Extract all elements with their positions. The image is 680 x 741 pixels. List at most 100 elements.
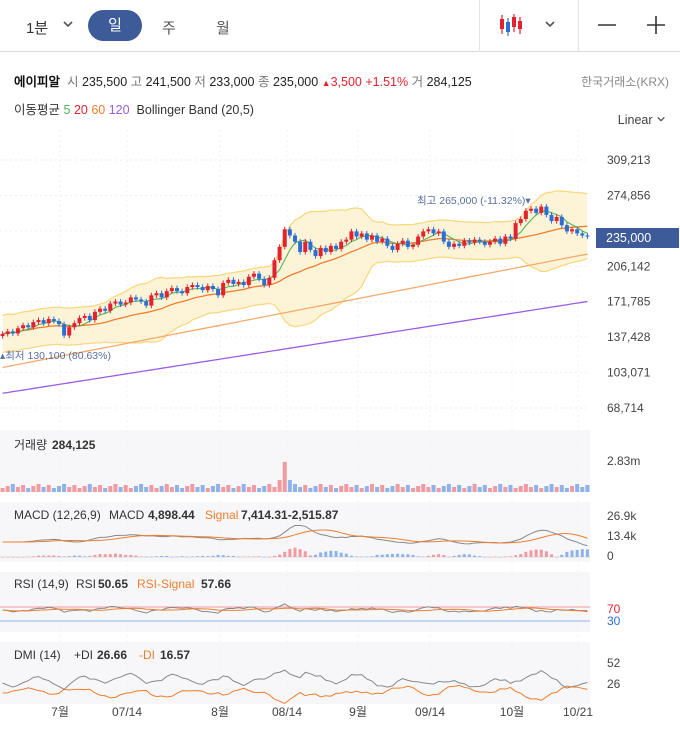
macd-histogram-bar: [324, 551, 328, 557]
candle-body: [564, 225, 569, 232]
macd-histogram-bar: [432, 554, 436, 557]
tab-day[interactable]: 일: [88, 10, 142, 41]
candle-body: [236, 281, 241, 284]
scale-select[interactable]: Linear: [618, 113, 666, 127]
macd-histogram-bar: [544, 551, 548, 557]
current-price-tag: 235,000: [596, 228, 679, 248]
volume-bar: [82, 486, 87, 492]
volume-bar: [51, 488, 56, 492]
candle-body: [221, 282, 226, 296]
x-tick-label: 09/14: [415, 705, 445, 719]
candle-body: [477, 239, 482, 242]
macd-histogram-bar: [78, 555, 82, 557]
macd-histogram-bar: [180, 556, 184, 557]
volume-bar: [36, 484, 41, 492]
dmi-panel-label: DMI (14): [14, 648, 61, 662]
period-select[interactable]: 1분: [26, 20, 49, 37]
indicator-legend[interactable]: 이동평균 5 20 60 120 Bollinger Band (20,5): [14, 99, 254, 118]
chevron-down-icon[interactable]: [62, 18, 74, 30]
volume-bar: [26, 488, 31, 492]
candle-body: [570, 229, 575, 232]
macd-histogram-bar: [139, 556, 143, 558]
volume-bar: [303, 485, 308, 492]
macd-histogram-bar: [160, 555, 164, 557]
candle-body: [390, 245, 395, 250]
macd-histogram-bar: [370, 556, 374, 557]
candle-body: [498, 238, 503, 244]
price-chart[interactable]: 309,213 274,856 206,142 171,785 137,428 103,0…: [0, 130, 680, 741]
macd-histogram-bar: [272, 555, 276, 557]
x-tick-label: 9월: [349, 705, 367, 719]
ma20-label: 20: [73, 103, 88, 117]
candle-body: [251, 273, 256, 277]
volume-bar: [139, 484, 144, 492]
volume-bar: [236, 486, 241, 492]
candle-body: [210, 286, 215, 290]
volume-bar: [62, 484, 67, 492]
macd-histogram-bar: [129, 554, 133, 557]
zoom-out-icon[interactable]: [596, 14, 618, 36]
volume-bar: [190, 484, 195, 492]
candle-body: [380, 238, 385, 242]
volume-bar: [375, 487, 380, 492]
macd-histogram-bar: [231, 556, 235, 557]
macd-histogram-bar: [31, 556, 35, 557]
volume-bar: [87, 484, 92, 492]
volume-bar: [21, 485, 26, 492]
volume-bar: [144, 487, 149, 492]
candle-body: [559, 216, 564, 226]
macd-histogram-bar: [514, 555, 518, 557]
dmi-mdi-value: 16.57: [160, 648, 190, 662]
y-tick-label: 68,714: [607, 401, 644, 415]
volume-bar: [46, 485, 51, 492]
tab-week[interactable]: 주: [162, 20, 176, 37]
macd-histogram-bar: [42, 555, 46, 557]
dmi-mdi-line: [2, 684, 588, 705]
volume-bar: [57, 486, 61, 492]
macd-histogram-bar: [380, 554, 384, 557]
macd-histogram-bar: [247, 556, 251, 558]
macd-histogram-bar: [550, 554, 554, 557]
y-tick-label: 206,142: [607, 259, 651, 273]
tab-month[interactable]: 월: [216, 20, 230, 37]
candlestick-icon[interactable]: [498, 12, 524, 38]
candle-body: [175, 288, 179, 292]
x-tick-label: 10월: [500, 705, 524, 719]
macd-histogram-bar: [149, 556, 153, 558]
zoom-in-icon[interactable]: [645, 14, 667, 36]
volume-bar: [498, 484, 503, 492]
low-value: 233,000: [209, 75, 255, 89]
chevron-down-icon[interactable]: [544, 18, 556, 30]
volume-bar: [529, 487, 533, 492]
volume-bar: [405, 485, 410, 492]
ma-label: 이동평균: [14, 103, 61, 117]
macd-histogram-bar: [144, 556, 148, 558]
macd-histogram-bar: [36, 555, 40, 557]
volume-bar: [226, 485, 231, 492]
volume-bar: [15, 487, 20, 492]
macd-histogram-bar: [560, 554, 564, 557]
volume-bar: [349, 487, 354, 492]
macd-histogram-bar: [349, 555, 353, 557]
volume-bar: [477, 487, 482, 492]
volume-bar: [400, 487, 405, 492]
volume-bar: [205, 488, 210, 492]
volume-panel-value: 284,125: [52, 438, 96, 452]
candle-body: [518, 218, 523, 224]
dmi-axis-label: 52: [607, 656, 621, 670]
volume-bar: [200, 485, 205, 492]
macd-histogram-bar: [462, 554, 466, 557]
toolbar-divider: [578, 0, 579, 52]
candle-body: [523, 210, 528, 219]
rsi-panel: [0, 572, 590, 632]
macd-histogram-bar: [396, 553, 400, 557]
candle-body: [359, 233, 364, 237]
candle-body: [200, 287, 205, 291]
macd-histogram-bar: [242, 556, 246, 558]
volume-bar: [487, 488, 492, 492]
candle-body: [205, 286, 210, 291]
candle-body: [57, 321, 61, 325]
volume-bar: [431, 485, 436, 492]
candle-body: [231, 279, 236, 284]
volume-bar: [92, 487, 97, 492]
